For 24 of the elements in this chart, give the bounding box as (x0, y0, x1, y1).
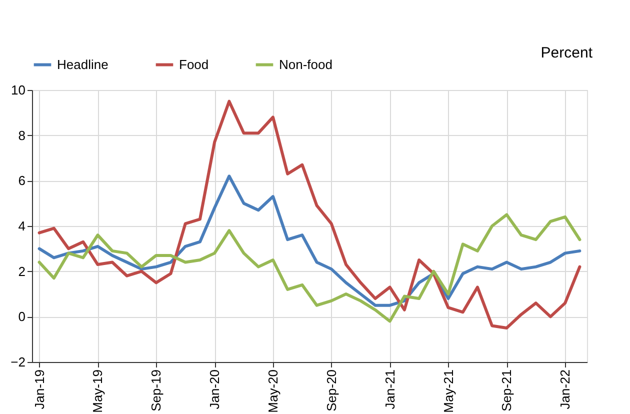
legend-label: Non-food (279, 56, 332, 72)
legend-label: Food (179, 56, 209, 72)
y-tick-label: 4 (18, 218, 26, 234)
y-tick-label: 8 (18, 128, 26, 143)
x-tick-label: May-19 (90, 370, 106, 413)
x-tick-label: Sep-21 (499, 370, 514, 412)
x-tick-label: Jan-20 (207, 370, 222, 410)
y-tick-label: 2 (18, 264, 26, 279)
x-tick-label: Jan-22 (558, 370, 573, 410)
x-tick-label: May-20 (265, 370, 280, 413)
x-tick-label: Jan-21 (382, 370, 398, 410)
x-tick-label: Jan-19 (32, 370, 47, 410)
x-tick-label: May-21 (440, 370, 456, 413)
y-tick-label: −2 (10, 354, 26, 370)
x-tick-label: Sep-20 (324, 370, 339, 412)
line-series (38, 100, 582, 330)
x-tick-label: Sep-19 (148, 370, 164, 412)
legend-label: Headline (57, 56, 108, 72)
line-series (38, 174, 582, 307)
y-axis-title: Percent (540, 44, 594, 62)
y-tick-label: 6 (18, 173, 26, 188)
line-series (38, 213, 582, 323)
y-tick-label: 10 (11, 82, 26, 98)
y-tick-label: 0 (18, 309, 26, 324)
